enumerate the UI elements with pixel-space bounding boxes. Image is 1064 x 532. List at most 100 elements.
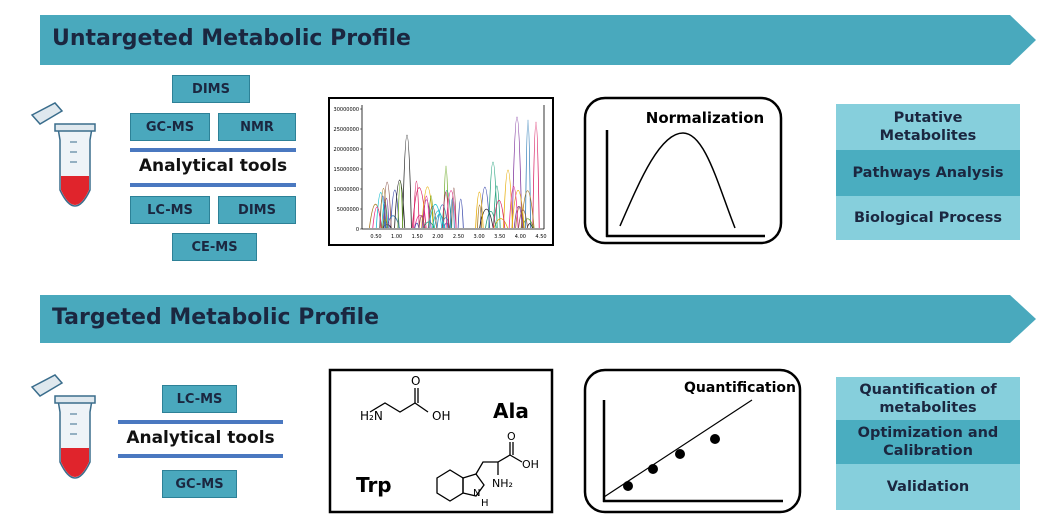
calibration-point: [623, 481, 633, 491]
chrom-peak: [488, 161, 498, 229]
chrom-peak: [411, 187, 427, 229]
chrom-peak: [445, 190, 457, 229]
tool-box: NMR: [218, 113, 296, 141]
atom-label: N: [473, 488, 480, 499]
chrom-peak: [493, 218, 509, 229]
tube-icon: [30, 102, 96, 207]
chrom-peak: [442, 191, 450, 229]
chrom-peak: [479, 208, 494, 229]
chrom-peak: [532, 121, 540, 229]
output-box: Putative Metabolites: [836, 104, 1020, 150]
chrom-peak: [413, 180, 420, 229]
tool-box: DIMS: [218, 196, 296, 224]
molecule-frame: [328, 368, 554, 514]
chrom-peak: [525, 119, 531, 229]
calibration-line: [603, 399, 753, 498]
section-title: Untargeted Metabolic Profile: [52, 26, 411, 51]
chrom-peak: [508, 186, 519, 229]
output-box: Quantification of metabolites: [836, 377, 1020, 420]
chrom-y-label: 15000000: [334, 167, 359, 173]
chrom-peak: [383, 197, 390, 229]
molecule-name: Ala: [493, 399, 529, 423]
atom-label: OH: [522, 458, 539, 471]
banner: [40, 295, 1036, 343]
tool-box: GC-MS: [162, 470, 237, 498]
chrom-peak: [515, 206, 525, 229]
chrom-peak: [421, 186, 434, 229]
chrom-peak: [449, 198, 455, 229]
chrom-x-label: 3.00: [474, 234, 485, 240]
chrom-x-label: 4.50: [535, 234, 546, 240]
molecule-skeleton: [369, 388, 523, 502]
chrom-peak: [432, 210, 445, 229]
chrom-peak: [451, 187, 457, 229]
atom-label: H: [481, 498, 489, 509]
tool-box: CE-MS: [172, 233, 257, 261]
chrom-x-label: 0.50: [370, 234, 381, 240]
chrom-peak: [503, 169, 513, 229]
chrom-y-label: 30000000: [334, 107, 359, 113]
chromatogram: 30000000 25000000 20000000 15000000 10000000…: [334, 105, 547, 240]
quantification-label: Quantification: [684, 380, 796, 396]
chrom-peak: [428, 204, 443, 229]
chrom-y-label: 0: [356, 227, 359, 233]
chrom-peak: [394, 179, 406, 229]
chrom-peak: [381, 202, 389, 229]
chrom-peak: [422, 195, 430, 229]
chrom-peak: [513, 206, 524, 229]
chrom-x-label: 2.00: [432, 234, 443, 240]
tools-label: Analytical tools: [138, 156, 288, 176]
chrom-peak: [492, 200, 506, 229]
calibration-point: [648, 464, 658, 474]
tool-box: GC-MS: [130, 113, 210, 141]
chrom-peak: [477, 204, 483, 229]
chrom-peak: [485, 210, 497, 229]
normalization-frame: [583, 96, 783, 245]
chrom-y-label: 10000000: [334, 187, 359, 193]
chrom-peak: [457, 198, 464, 229]
calibration-point: [675, 449, 685, 459]
output-box: Pathways Analysis: [836, 150, 1020, 196]
chrom-peak: [518, 209, 528, 229]
chrom-peak: [397, 181, 404, 229]
tool-box: LC-MS: [162, 385, 237, 413]
normalization-label: Normalization: [646, 109, 764, 127]
output-box: Biological Process: [836, 196, 1020, 240]
tool-box: LC-MS: [130, 196, 210, 224]
chrom-y-label: 20000000: [334, 147, 359, 153]
chrom-peak: [520, 190, 535, 229]
chrom-peak: [422, 221, 435, 229]
bell-curve: [619, 132, 736, 229]
calibration-point: [710, 434, 720, 444]
chrom-peak: [475, 191, 484, 229]
atom-label: H₂N: [360, 409, 383, 423]
output-box: Optimization and Calibration: [836, 420, 1020, 464]
chrom-peak: [418, 215, 425, 229]
chrom-y-label: 5000000: [337, 207, 359, 213]
tools-label: Analytical tools: [126, 428, 275, 448]
section-title: Targeted Metabolic Profile: [52, 305, 380, 330]
output-box: Validation: [836, 464, 1020, 510]
chrom-x-label: 1.00: [391, 234, 402, 240]
chrom-peak: [372, 206, 382, 229]
tool-box: DIMS: [172, 75, 250, 103]
atom-label: O: [411, 374, 420, 388]
atom-label: NH₂: [492, 477, 513, 490]
chrom-x-label: 1.50: [412, 234, 423, 240]
chrom-peak: [493, 185, 501, 229]
chrom-peak: [414, 222, 420, 229]
chrom-peak: [511, 116, 523, 229]
quantification-frame: [583, 368, 802, 514]
chrom-peak: [402, 134, 412, 229]
chrom-x-label: 3.50: [494, 234, 505, 240]
tube-icon: [30, 374, 96, 479]
chrom-x-label: 2.50: [453, 234, 464, 240]
chrom-peak: [441, 217, 451, 229]
chrom-x-label: 4.00: [515, 234, 526, 240]
molecule-name: Trp: [356, 473, 392, 497]
banner: [40, 15, 1036, 65]
atom-label: OH: [432, 409, 450, 423]
atom-label: O: [507, 430, 516, 443]
